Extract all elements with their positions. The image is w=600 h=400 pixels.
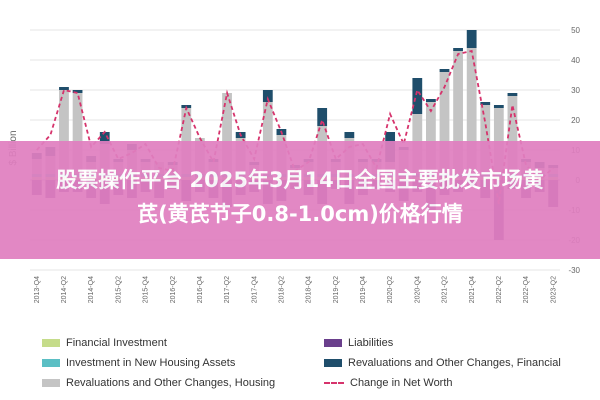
bar-revaluations-and-other-changes-financial bbox=[412, 78, 423, 114]
x-tick-label: 2022-Q4 bbox=[523, 276, 530, 303]
bar-revaluations-and-other-changes-financial bbox=[507, 93, 518, 96]
x-tick-label: 2015-Q4 bbox=[143, 276, 150, 303]
bar-revaluations-and-other-changes-financial bbox=[99, 132, 110, 144]
bar-revaluations-and-other-changes-housing bbox=[439, 72, 450, 174]
legend-label: Financial Investment bbox=[66, 337, 167, 349]
x-tick-label: 2014-Q4 bbox=[88, 276, 95, 303]
x-tick-label: 2018-Q2 bbox=[279, 276, 286, 303]
bar-revaluations-and-other-changes-financial bbox=[439, 69, 450, 72]
x-tick-label: 2022-Q2 bbox=[496, 276, 503, 303]
y-tick-label: 40 bbox=[571, 56, 580, 65]
bar-revaluations-and-other-changes-financial bbox=[317, 108, 328, 126]
bar-revaluations-and-other-changes-housing bbox=[72, 93, 83, 174]
title-banner: 股票操作平台 2025年3月14日全国主要批发市场黄 芪(黄芪节子0.8-1.0… bbox=[0, 141, 600, 259]
bar-revaluations-and-other-changes-housing bbox=[466, 48, 477, 174]
x-tick-label: 2020-Q2 bbox=[387, 276, 394, 303]
bar-revaluations-and-other-changes-financial bbox=[262, 90, 273, 102]
legend-item-financial-investment: Financial Investment bbox=[42, 334, 167, 352]
bar-revaluations-and-other-changes-financial bbox=[453, 48, 463, 51]
banner-line-2: 芪(黄芪节子0.8-1.0cm)价格行情 bbox=[137, 202, 463, 226]
x-tick-label: 2016-Q4 bbox=[197, 276, 204, 303]
x-tick-label: 2017-Q2 bbox=[224, 276, 231, 303]
x-tick-label: 2013-Q4 bbox=[34, 276, 41, 303]
x-tick-label: 2019-Q2 bbox=[333, 276, 340, 303]
x-tick-label: 2016-Q2 bbox=[170, 276, 177, 303]
x-tick-label: 2021-Q2 bbox=[442, 276, 449, 303]
x-tick-label: 2017-Q4 bbox=[251, 276, 258, 303]
y-tick-label: 50 bbox=[571, 26, 580, 35]
legend-item-liabilities: Liabilities bbox=[324, 334, 393, 352]
legend-label: Revaluations and Other Changes, Housing bbox=[66, 377, 276, 389]
bar-revaluations-and-other-changes-housing bbox=[480, 105, 491, 174]
bar-revaluations-and-other-changes-financial bbox=[493, 105, 504, 108]
y-tick-label: 20 bbox=[571, 116, 580, 125]
legend: Financial Investment Investment in New H… bbox=[42, 334, 582, 394]
x-tick-label: 2019-Q4 bbox=[360, 276, 367, 303]
bar-revaluations-and-other-changes-financial bbox=[426, 99, 436, 102]
bar-revaluations-and-other-changes-housing bbox=[262, 102, 273, 174]
legend-swatch bbox=[42, 339, 60, 347]
bar-revaluations-and-other-changes-housing bbox=[426, 102, 436, 174]
x-tick-label: 2023-Q2 bbox=[550, 276, 557, 303]
bar-revaluations-and-other-changes-financial bbox=[466, 30, 477, 48]
legend-label: Investment in New Housing Assets bbox=[66, 357, 236, 369]
banner-line-1: 股票操作平台 2025年3月14日全国主要批发市场黄 bbox=[56, 168, 544, 192]
bar-revaluations-and-other-changes-housing bbox=[59, 90, 69, 174]
bar-revaluations-and-other-changes-housing bbox=[507, 96, 518, 174]
banner-title: 股票操作平台 2025年3月14日全国主要批发市场黄 芪(黄芪节子0.8-1.0… bbox=[10, 163, 590, 231]
legend-swatch bbox=[42, 379, 60, 387]
legend-dash bbox=[324, 382, 344, 384]
y-tick-label: 30 bbox=[571, 86, 580, 95]
legend-item-net-worth: Change in Net Worth bbox=[324, 374, 453, 392]
bar-revaluations-and-other-changes-financial bbox=[59, 87, 69, 90]
x-axis: 2013-Q4 2014-Q2 2014-Q4 2015-Q2 2015-Q4 2016-… bbox=[34, 276, 557, 303]
x-tick-label: 2018-Q4 bbox=[306, 276, 313, 303]
legend-item-revaluations-financial: Revaluations and Other Changes, Financia… bbox=[324, 354, 561, 372]
y-tick-label: -30 bbox=[568, 266, 580, 275]
bar-revaluations-and-other-changes-housing bbox=[453, 51, 463, 174]
bar-revaluations-and-other-changes-financial bbox=[480, 102, 491, 105]
bar-revaluations-and-other-changes-financial bbox=[344, 132, 355, 138]
bar-revaluations-and-other-changes-housing bbox=[222, 93, 232, 174]
legend-swatch bbox=[42, 359, 60, 367]
legend-swatch bbox=[324, 359, 342, 367]
x-tick-label: 2014-Q2 bbox=[61, 276, 68, 303]
legend-item-investment-new-housing: Investment in New Housing Assets bbox=[42, 354, 235, 372]
bar-revaluations-and-other-changes-financial bbox=[72, 90, 83, 93]
x-tick-label: 2020-Q4 bbox=[414, 276, 421, 303]
x-tick-label: 2015-Q2 bbox=[115, 276, 122, 303]
legend-swatch bbox=[324, 339, 342, 347]
legend-label: Revaluations and Other Changes, Financia… bbox=[348, 357, 561, 369]
legend-item-revaluations-housing: Revaluations and Other Changes, Housing bbox=[42, 374, 275, 392]
legend-label: Liabilities bbox=[348, 337, 394, 349]
legend-label: Change in Net Worth bbox=[350, 377, 453, 389]
x-tick-label: 2021-Q4 bbox=[469, 276, 476, 303]
